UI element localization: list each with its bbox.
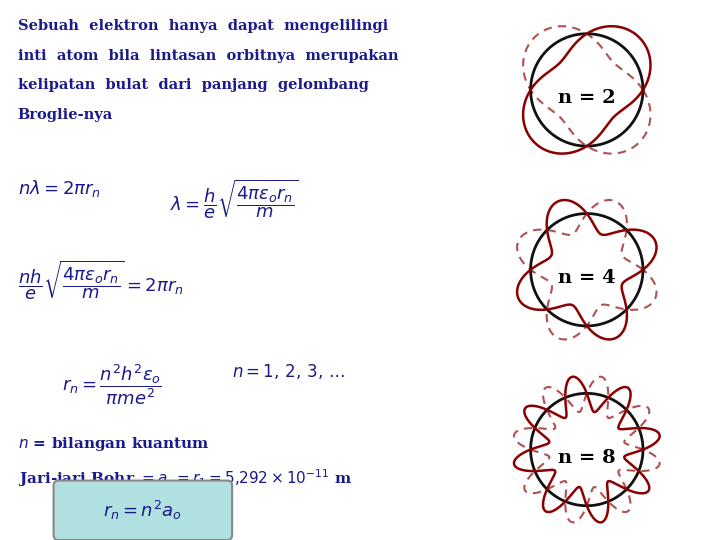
Text: Broglie-nya: Broglie-nya [18,108,113,122]
Text: Sebuah  elektron  hanya  dapat  mengelilingi: Sebuah elektron hanya dapat mengelilingi [18,19,388,33]
Text: $n\lambda = 2\pi r_n$: $n\lambda = 2\pi r_n$ [18,178,101,199]
Text: n = 8: n = 8 [558,449,616,467]
Text: $\lambda = \dfrac{h}{e}\sqrt{\dfrac{4\pi\varepsilon_o r_n}{m}}$: $\lambda = \dfrac{h}{e}\sqrt{\dfrac{4\pi… [170,178,299,221]
Text: $n = 1,\, 2,\, 3,\, \ldots$: $n = 1,\, 2,\, 3,\, \ldots$ [232,362,345,381]
Text: n = 4: n = 4 [558,269,616,287]
Text: inti  atom  bila  lintasan  orbitnya  merupakan: inti atom bila lintasan orbitnya merupak… [18,49,398,63]
Text: kelipatan  bulat  dari  panjang  gelombang: kelipatan bulat dari panjang gelombang [18,78,369,92]
Text: n = 2: n = 2 [558,89,616,107]
Text: $\dfrac{nh}{e}\sqrt{\dfrac{4\pi\varepsilon_o r_n}{m}} = 2\pi r_n$: $\dfrac{nh}{e}\sqrt{\dfrac{4\pi\varepsil… [18,259,184,302]
Text: $r_n = n^2 a_o$: $r_n = n^2 a_o$ [104,499,182,522]
Text: $r_n = \dfrac{n^2 h^2 \varepsilon_o}{\pi m e^2}$: $r_n = \dfrac{n^2 h^2 \varepsilon_o}{\pi… [63,362,163,407]
FancyBboxPatch shape [53,481,232,540]
Text: $n$ = bilangan kuantum: $n$ = bilangan kuantum [18,435,210,453]
Text: Jari-jari Bohr $= a_o = r_1 = 5{,}292\times10^{-11}$ m: Jari-jari Bohr $= a_o = r_1 = 5{,}292\ti… [18,467,352,489]
